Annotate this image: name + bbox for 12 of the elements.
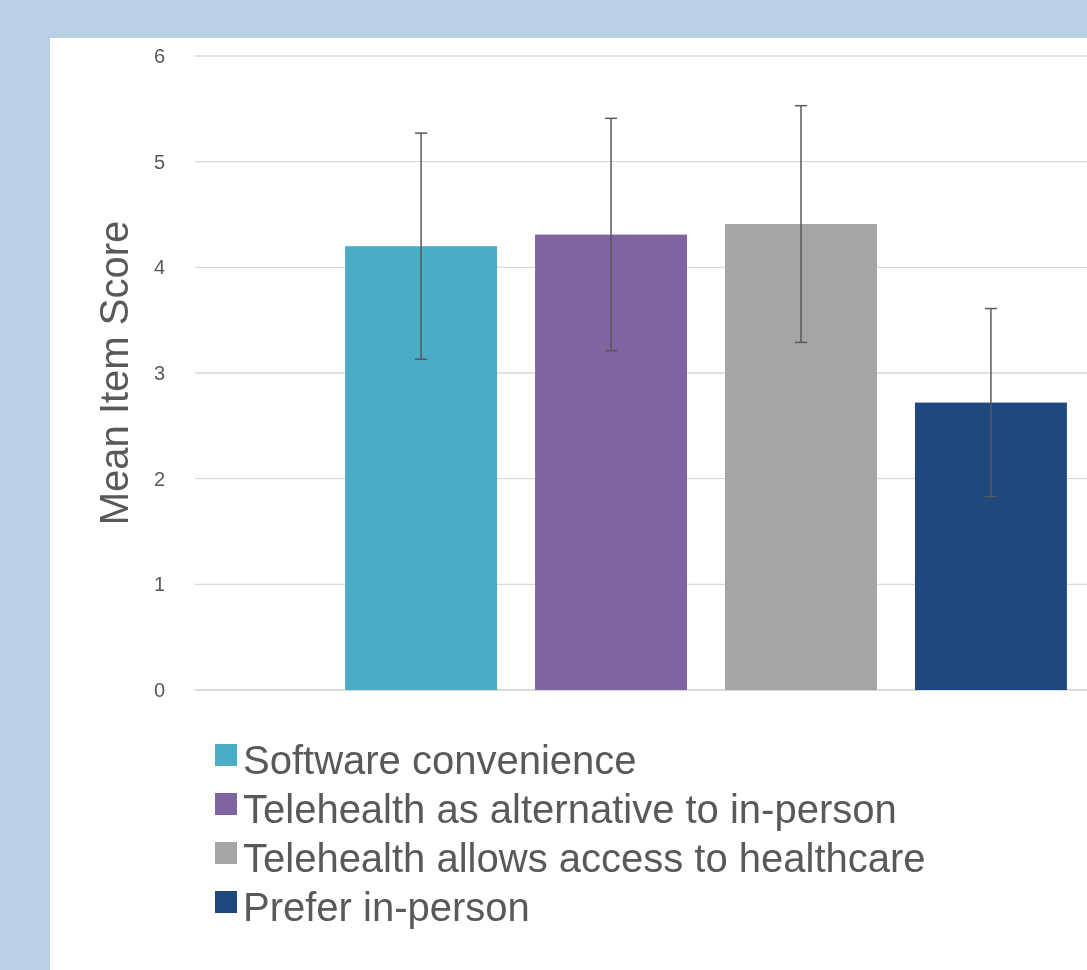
y-tick-label: 2 [153,467,165,490]
y-tick-label: 6 [153,44,165,67]
y-tick-label: 0 [153,678,165,701]
legend-label: Prefer in-person [243,884,530,929]
legend-label: Telehealth allows access to healthcare [243,835,926,880]
y-axis-title: Mean Item Score [92,220,136,526]
legend-label: Telehealth as alternative to in-person [243,786,897,831]
y-tick-label: 3 [153,361,165,384]
legend-label: Software convenience [243,737,637,782]
y-tick-label: 4 [153,256,165,279]
y-tick-label: 5 [153,150,165,173]
y-tick-label: 1 [153,573,165,596]
